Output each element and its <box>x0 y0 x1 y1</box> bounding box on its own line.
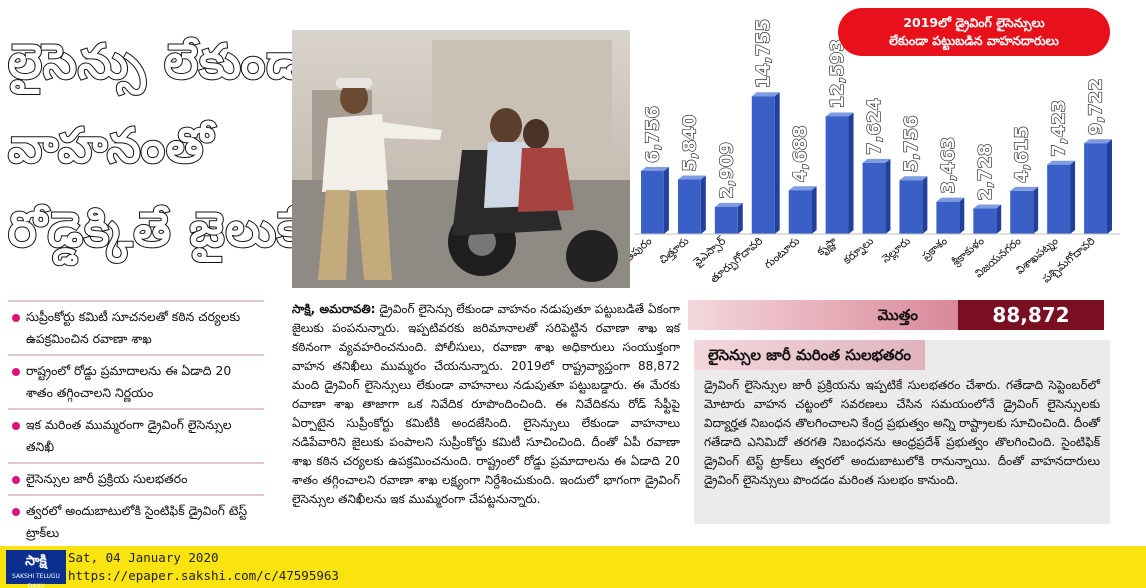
highlight-item: సుప్రీంకోర్టు కమిటీ సూచనలతో కఠిన చర్యలకు… <box>8 300 264 356</box>
bar-top <box>1010 186 1039 191</box>
bar-side <box>959 197 965 234</box>
side-story-title: లైసెన్సుల జారీ మరింత సులభతరం <box>694 340 926 370</box>
headline-line-1: లైసెన్సు లేకుండా <box>7 33 317 91</box>
bar-value-label: 4,615 <box>1012 126 1033 183</box>
highlight-item: రాష్ట్రంలో రోడ్డు ప్రమాదాలను ఈ ఏడాది 20 … <box>8 356 264 410</box>
bar-side <box>922 176 928 234</box>
epaper-link[interactable]: https://epaper.sakshi.com/c/47595963 <box>68 568 339 583</box>
bar-value-label: 9,722 <box>1086 78 1107 135</box>
bar <box>641 170 664 234</box>
bar <box>825 116 849 234</box>
bar-value-label: 5,840 <box>679 115 700 172</box>
sakshi-logo[interactable]: సాక్షి SAKSHI TELUGU DAILY <box>6 550 66 588</box>
bullet-dot-icon <box>12 422 20 430</box>
headline-line-2: వాహనంతో <box>7 117 214 175</box>
highlights-list: సుప్రీంకోర్టు కమిటీ సూచనలతో కఠిన చర్యలకు… <box>8 300 264 550</box>
highlight-item: త్వరలో అందుబాటులోకి సైంటిఫిక్ డ్రైవింగ్ … <box>8 496 264 550</box>
chart-title-line-1: 2019లో డ్రైవింగ్ లైసెన్సులు <box>903 15 1045 30</box>
bullet-dot-icon <box>12 314 20 322</box>
bar <box>788 190 812 234</box>
bar-value-label: 2,909 <box>716 142 737 199</box>
bullet-dot-icon <box>12 508 20 516</box>
bar-value-label: 5,756 <box>901 115 922 172</box>
bar-side <box>1106 139 1112 234</box>
bar <box>973 208 997 234</box>
total-value: 88,872 <box>958 300 1104 330</box>
bar-value-label: 3,463 <box>938 137 959 194</box>
logo-subtext: SAKSHI TELUGU DAILY <box>12 573 60 588</box>
bullet-dot-icon <box>12 368 20 376</box>
bar-value-label: 4,688 <box>790 125 811 182</box>
side-story: లైసెన్సుల జారీ మరింత సులభతరం డ్రైవింగ్ ల… <box>694 340 1110 524</box>
highlight-text: ఇక మరింత ముమ్మరంగా డ్రైవింగ్ లైసెన్సుల త… <box>26 417 232 454</box>
bar-top <box>751 92 780 97</box>
bullet-dot-icon <box>12 476 20 484</box>
headline-line-3: రోడ్డెక్కితే జైలుకే! <box>7 201 327 259</box>
news-photo <box>292 30 630 288</box>
bar-top <box>1047 160 1076 165</box>
chart-title-line-2: లేకుండా పట్టుబడిన వాహనదారులు <box>889 33 1059 48</box>
bar-top <box>1084 139 1112 144</box>
article-text: డ్రైవింగ్ లైసెన్సు లేకుండా వాహనం నడుపుతూ… <box>292 302 680 506</box>
highlight-text: త్వరలో అందుబాటులోకి సైంటిఫిక్ డ్రైవింగ్ … <box>26 503 248 540</box>
highlight-item: లైసెన్సుల జారీ ప్రక్రియ సులభతరం <box>8 464 264 496</box>
bar-value-label: 7,423 <box>1049 100 1070 157</box>
bar-top <box>973 204 1002 209</box>
headline: లైసెన్సు లేకుండా వాహనంతో రోడ్డెక్కితే జై… <box>7 20 428 272</box>
bar-top <box>825 112 854 117</box>
bar-value-label: 6,756 <box>642 106 663 163</box>
highlight-text: సుప్రీంకోర్టు కమిటీ సూచనలతో కఠిన చర్యలకు… <box>26 309 241 346</box>
bar-side <box>996 204 1002 234</box>
footer-bar: సాక్షి SAKSHI TELUGU DAILY Sat, 04 Janua… <box>0 546 1146 588</box>
bar-side <box>848 112 854 234</box>
bar <box>1047 164 1071 234</box>
bar <box>862 162 886 234</box>
highlight-text: లైసెన్సుల జారీ ప్రక్రియ సులభతరం <box>26 471 188 486</box>
bar-value-label: 14,755 <box>753 19 774 88</box>
bar-value-label: 2,728 <box>975 144 996 201</box>
bar-top <box>862 158 891 163</box>
bar-side <box>774 92 780 234</box>
highlight-item: ఇక మరింత ముమ్మరంగా డ్రైవింగ్ లైసెన్సుల త… <box>8 410 264 464</box>
logo-text: సాక్షి <box>25 553 47 569</box>
bar-top <box>936 197 965 202</box>
bar <box>751 96 775 234</box>
bar-side <box>1070 160 1076 234</box>
bar <box>1084 143 1107 234</box>
highlight-text: రాష్ట్రంలో రోడ్డు ప్రమాదాలను ఈ ఏడాది 20 … <box>26 363 232 400</box>
article-body: సాక్షి, అమరావతి: డ్రైవింగ్ లైసెన్సు లేకు… <box>292 300 680 509</box>
bar-top <box>899 176 928 181</box>
side-story-body: డ్రైవింగ్ లైసెన్సుల జారీ ప్రక్రియను ఇప్ప… <box>704 378 1100 487</box>
traffic-police-photo <box>292 30 630 288</box>
bar-side <box>737 202 743 234</box>
bar-top <box>714 202 743 207</box>
bar-top <box>677 175 706 180</box>
bar-top <box>641 166 669 171</box>
bar-side <box>700 175 706 234</box>
bar-side <box>663 166 669 234</box>
bar-top <box>788 186 817 191</box>
total-row: మొత్తం 88,872 <box>688 300 1104 330</box>
bar <box>714 206 738 234</box>
article-dateline: సాక్షి, అమరావతి: <box>292 302 376 316</box>
bar-side <box>885 158 891 234</box>
bar-side <box>1033 186 1039 234</box>
bar-value-label: 12,593 <box>827 39 848 108</box>
bar <box>1010 190 1034 234</box>
publish-date: Sat, 04 January 2020 <box>68 550 219 565</box>
bar <box>936 201 960 234</box>
bar <box>677 179 701 234</box>
bar-value-label: 7,624 <box>864 98 885 155</box>
bar <box>899 180 923 234</box>
total-label: మొత్తం <box>688 300 958 330</box>
bar-side <box>811 186 817 234</box>
chart-title: 2019లో డ్రైవింగ్ లైసెన్సులు లేకుండా పట్ట… <box>838 8 1110 56</box>
